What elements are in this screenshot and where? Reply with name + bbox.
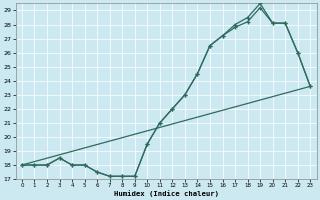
X-axis label: Humidex (Indice chaleur): Humidex (Indice chaleur) (114, 190, 219, 197)
